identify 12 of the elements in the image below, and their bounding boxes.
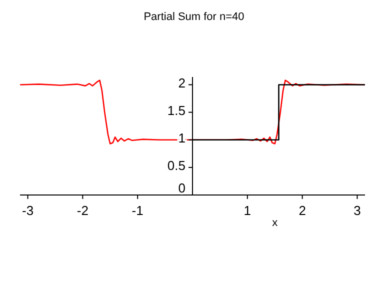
y-tick-label: 2: [178, 75, 186, 90]
x-tick-label: -3: [22, 203, 34, 218]
y-tick-label: 0: [178, 180, 186, 196]
x-tick-label: 1: [244, 203, 252, 218]
x-tick-label: -2: [76, 203, 88, 218]
x-tick-label: -1: [132, 203, 144, 218]
x-tick-label: 2: [298, 203, 306, 218]
y-tick-label: 1.5: [167, 102, 186, 118]
chart-title: Partial Sum for n=40: [144, 11, 244, 23]
x-axis-title: x: [272, 217, 278, 229]
y-tick-label: 0.5: [167, 158, 186, 174]
x-tick-label: 3: [354, 203, 361, 218]
